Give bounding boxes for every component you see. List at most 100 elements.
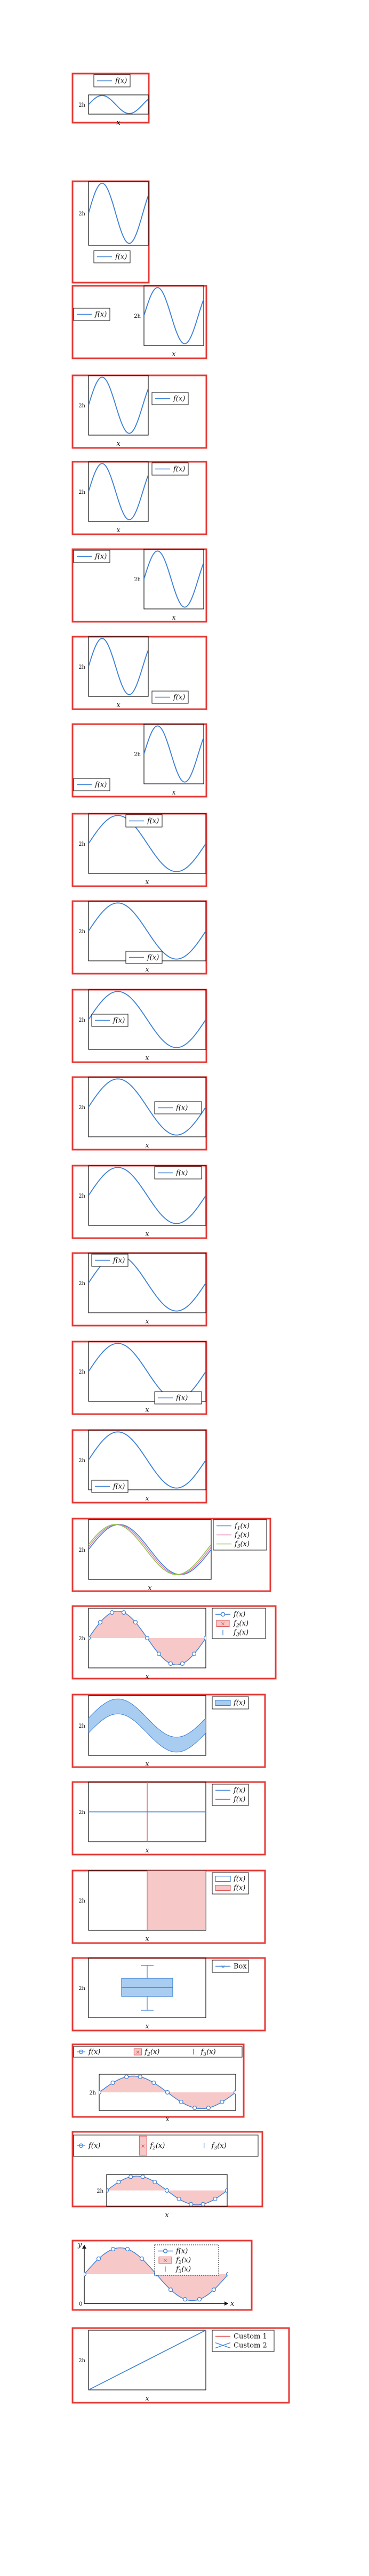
series-marker xyxy=(200,2202,205,2206)
x-axis-label: x xyxy=(145,1406,149,1414)
series-line xyxy=(89,463,148,520)
series-marker xyxy=(168,1661,173,1666)
chart-panel-9: x 2h f(x) xyxy=(71,900,207,975)
legend-entry-label: f(x) xyxy=(175,1104,188,1112)
legend-entry-label: f(x) xyxy=(173,395,185,403)
legend-entry-label: f(x) xyxy=(173,466,185,474)
series-marker xyxy=(84,2272,87,2277)
x-axis-label: x xyxy=(145,878,149,886)
legend-cross-swatch xyxy=(215,2342,231,2349)
plot-area xyxy=(89,95,148,114)
legend-box xyxy=(212,2330,275,2352)
series-marker xyxy=(177,2196,181,2201)
series-marker xyxy=(145,1635,150,1641)
series-line xyxy=(144,550,204,608)
series-marker xyxy=(153,2180,157,2185)
y-axis-label: 2h xyxy=(78,211,85,217)
series-line xyxy=(89,991,206,1048)
series-marker xyxy=(191,1651,197,1656)
series-marker xyxy=(109,1610,115,1615)
series-marker xyxy=(179,2099,183,2105)
series-line xyxy=(89,1431,206,1489)
series-marker xyxy=(151,2080,156,2085)
plot-area xyxy=(89,1782,206,1842)
chart-panel-21: x 2h × Box xyxy=(71,1957,266,2032)
chart-panel-20: x 2h f(x)f(x) xyxy=(71,1869,266,1944)
x-axis-label: x xyxy=(145,2395,149,2403)
chart-panel-14: x 2h f(x) xyxy=(71,1341,207,1415)
legend-entry-label: Custom 2 xyxy=(234,2342,267,2350)
legend-box xyxy=(154,1391,202,1405)
chart-panel-19: x 2h f(x)f(x) xyxy=(71,1781,266,1856)
series-marker xyxy=(156,1651,162,1656)
plot-area xyxy=(89,1167,206,1224)
series-line xyxy=(89,815,206,872)
series-marker xyxy=(206,2106,211,2110)
series-marker xyxy=(89,1635,91,1641)
plot-area xyxy=(144,287,204,344)
y-axis-arrow xyxy=(82,2245,86,2249)
y-axis-label: 2h xyxy=(78,1723,85,1729)
plot-area xyxy=(99,2074,236,2110)
series-marker xyxy=(189,2202,194,2206)
legend-band-swatch xyxy=(215,1700,231,1706)
y-axis-label: 2h xyxy=(78,1547,85,1553)
chart-panel-7: x 2h f(x) xyxy=(71,723,207,798)
x-axis-label: x xyxy=(145,1495,149,1503)
plot-area xyxy=(89,638,148,695)
y-axis-label: 2h xyxy=(134,577,141,583)
x-axis-label: x xyxy=(116,440,121,448)
chart-panel-12: x 2h f(x) xyxy=(71,1165,207,1239)
y-axis-label: 2h xyxy=(78,102,85,108)
legend-fill-swatch xyxy=(215,1875,231,1882)
legend-entry-label: f(x) xyxy=(233,1875,245,1883)
legend-fill-swatch xyxy=(133,2048,142,2056)
x-axis-label: x xyxy=(116,526,121,534)
legend-x-marker: × xyxy=(135,2049,140,2056)
series-line xyxy=(89,2330,206,2390)
figure-frame xyxy=(71,1518,271,1592)
figure-frame xyxy=(71,723,207,798)
legend-entry-label: Custom 1 xyxy=(234,2333,267,2341)
x-axis-label: x xyxy=(145,1935,149,1943)
x-axis-label: x xyxy=(172,350,176,358)
axes-box xyxy=(88,461,149,522)
x-axis-label: x xyxy=(145,1230,149,1238)
series-line xyxy=(89,1078,206,1136)
plot-area xyxy=(89,182,148,244)
legend-entry-label: f(x) xyxy=(175,2248,188,2256)
y-axis-label: 2h xyxy=(78,664,85,670)
x-axis-label: x xyxy=(145,1760,149,1768)
plot-area xyxy=(89,902,206,960)
chart-panel-2: x 2h f(x) xyxy=(71,285,207,359)
x-axis-label: x xyxy=(148,1584,152,1592)
y-axis-label: 2h xyxy=(78,841,85,847)
series-line xyxy=(89,902,206,960)
series-marker xyxy=(96,2256,101,2261)
chart-panel-18: x 2h f(x) xyxy=(71,1694,266,1768)
legend-entry-label: f(x) xyxy=(147,817,159,825)
legend-box xyxy=(154,1101,202,1114)
legend-entry-label: f(x) xyxy=(147,954,159,962)
legend-entry-label: f(x) xyxy=(94,553,107,561)
y-axis-label: 2h xyxy=(134,314,141,319)
figure-frame xyxy=(71,73,150,124)
chart-panel-0: x 2h f(x) xyxy=(71,73,150,127)
plot-area xyxy=(89,1431,206,1489)
y-axis-label: 2h xyxy=(78,1898,85,1904)
series-marker xyxy=(129,2174,133,2179)
legend-entry-label: f2(x) xyxy=(234,1531,250,1540)
x-axis-label: x xyxy=(145,966,149,974)
series-band xyxy=(89,1698,206,1753)
chart-panel-5: x 2h f(x) xyxy=(71,548,207,623)
series-marker xyxy=(110,2080,115,2085)
axes-box xyxy=(143,549,204,609)
series-marker xyxy=(168,2287,173,2292)
legend-entry-label: f(x) xyxy=(233,1884,245,1892)
series-marker xyxy=(140,2174,145,2179)
x-axis-label: x xyxy=(116,701,121,709)
legend-entry-label: f3(x) xyxy=(175,2266,191,2275)
series-line xyxy=(89,95,148,114)
series-marker xyxy=(124,2074,129,2079)
